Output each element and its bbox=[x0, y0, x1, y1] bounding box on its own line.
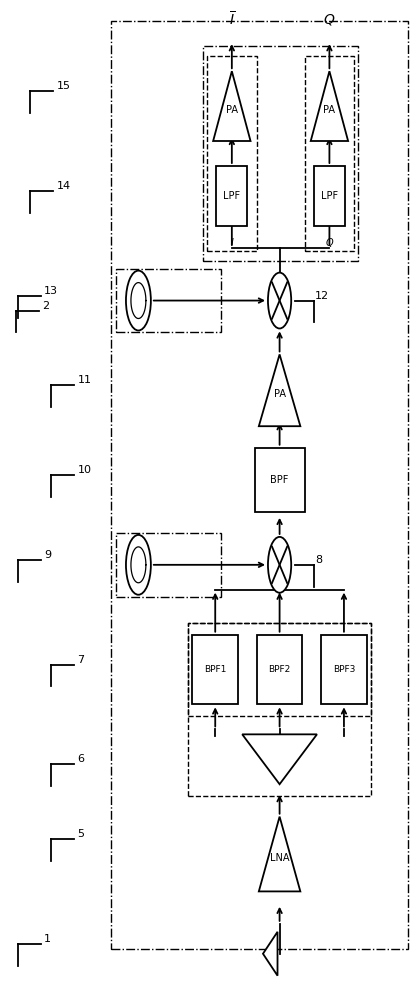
Bar bbox=[192, 635, 238, 704]
Text: PA: PA bbox=[274, 389, 285, 399]
Text: LNA: LNA bbox=[270, 853, 289, 863]
Text: BPF1: BPF1 bbox=[204, 665, 227, 674]
Text: 10: 10 bbox=[77, 465, 92, 475]
Polygon shape bbox=[259, 817, 301, 891]
Polygon shape bbox=[259, 354, 301, 426]
Bar bbox=[115, 269, 222, 332]
Text: BPF: BPF bbox=[270, 475, 289, 485]
Bar bbox=[203, 46, 359, 261]
Circle shape bbox=[268, 273, 291, 328]
Bar bbox=[188, 623, 371, 796]
Circle shape bbox=[126, 271, 151, 330]
Polygon shape bbox=[242, 734, 317, 784]
Text: PA: PA bbox=[226, 105, 238, 115]
Text: 2: 2 bbox=[42, 301, 49, 311]
Bar bbox=[112, 21, 408, 949]
Circle shape bbox=[268, 537, 291, 593]
Bar bbox=[207, 56, 257, 251]
Text: $Q$: $Q$ bbox=[323, 12, 336, 27]
Bar bbox=[314, 166, 345, 226]
Text: I: I bbox=[230, 238, 233, 248]
Text: 7: 7 bbox=[77, 655, 84, 665]
Text: 9: 9 bbox=[44, 550, 51, 560]
Text: Q: Q bbox=[326, 238, 333, 248]
Bar bbox=[188, 623, 371, 716]
Polygon shape bbox=[263, 932, 278, 976]
Text: $\overline{I}$: $\overline{I}$ bbox=[229, 10, 235, 28]
Bar bbox=[255, 448, 304, 512]
Bar bbox=[304, 56, 354, 251]
Text: 11: 11 bbox=[77, 375, 92, 385]
Text: BPF2: BPF2 bbox=[268, 665, 291, 674]
Text: LPF: LPF bbox=[321, 191, 338, 201]
Text: 14: 14 bbox=[56, 181, 71, 191]
Text: PA: PA bbox=[324, 105, 335, 115]
Bar bbox=[115, 533, 222, 597]
Bar bbox=[216, 166, 247, 226]
Text: 6: 6 bbox=[77, 754, 84, 764]
Text: 8: 8 bbox=[315, 555, 322, 565]
Text: 12: 12 bbox=[315, 291, 329, 301]
Polygon shape bbox=[213, 71, 250, 141]
Polygon shape bbox=[311, 71, 348, 141]
Circle shape bbox=[126, 535, 151, 595]
Bar bbox=[321, 635, 367, 704]
Text: 1: 1 bbox=[44, 934, 51, 944]
Text: BPF3: BPF3 bbox=[333, 665, 355, 674]
Text: 15: 15 bbox=[56, 81, 71, 91]
Text: 13: 13 bbox=[44, 286, 58, 296]
Bar bbox=[257, 635, 303, 704]
Text: LPF: LPF bbox=[223, 191, 240, 201]
Text: 5: 5 bbox=[77, 829, 84, 839]
